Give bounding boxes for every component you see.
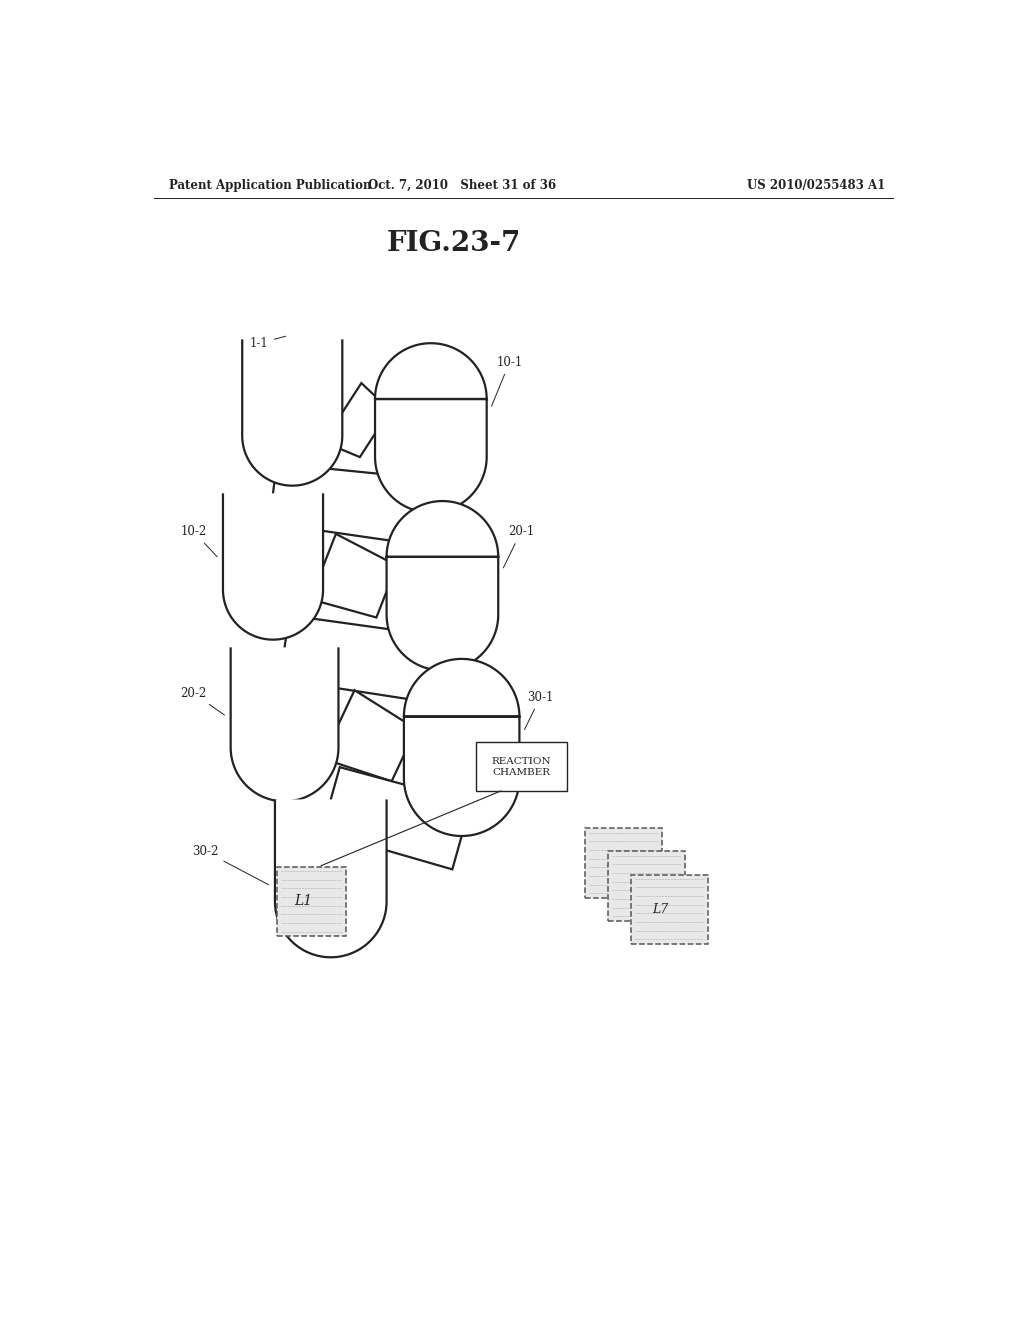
Polygon shape bbox=[324, 383, 390, 457]
Polygon shape bbox=[323, 690, 416, 781]
Bar bbox=[608, 851, 685, 921]
Text: 30-2: 30-2 bbox=[193, 845, 268, 884]
Bar bbox=[585, 829, 662, 898]
Polygon shape bbox=[310, 533, 397, 618]
Polygon shape bbox=[230, 647, 339, 801]
Text: FIG.23-7: FIG.23-7 bbox=[387, 230, 521, 256]
Text: 10-1: 10-1 bbox=[492, 356, 522, 407]
Text: 20-1: 20-1 bbox=[504, 525, 535, 568]
Polygon shape bbox=[269, 463, 435, 546]
Polygon shape bbox=[243, 339, 342, 486]
Text: Oct. 7, 2010   Sheet 31 of 36: Oct. 7, 2010 Sheet 31 of 36 bbox=[368, 178, 556, 191]
Polygon shape bbox=[274, 800, 387, 957]
Text: 20-2: 20-2 bbox=[180, 686, 224, 715]
Polygon shape bbox=[223, 494, 323, 640]
Polygon shape bbox=[375, 343, 486, 512]
Text: 10-2: 10-2 bbox=[180, 525, 217, 557]
Text: 30-1: 30-1 bbox=[524, 690, 554, 730]
Polygon shape bbox=[403, 659, 519, 836]
Text: L7: L7 bbox=[652, 903, 669, 916]
Text: Patent Application Publication: Patent Application Publication bbox=[169, 178, 372, 191]
Polygon shape bbox=[322, 767, 471, 870]
Bar bbox=[631, 875, 708, 944]
Text: L5: L5 bbox=[629, 879, 645, 892]
FancyBboxPatch shape bbox=[475, 742, 567, 792]
Text: L1: L1 bbox=[294, 895, 312, 908]
Text: 1-1: 1-1 bbox=[250, 337, 286, 350]
Polygon shape bbox=[387, 502, 499, 671]
Bar bbox=[276, 867, 346, 936]
Text: L3: L3 bbox=[606, 857, 623, 870]
Polygon shape bbox=[280, 615, 447, 704]
Text: REACTION
CHAMBER: REACTION CHAMBER bbox=[492, 756, 551, 776]
Text: US 2010/0255483 A1: US 2010/0255483 A1 bbox=[746, 178, 885, 191]
